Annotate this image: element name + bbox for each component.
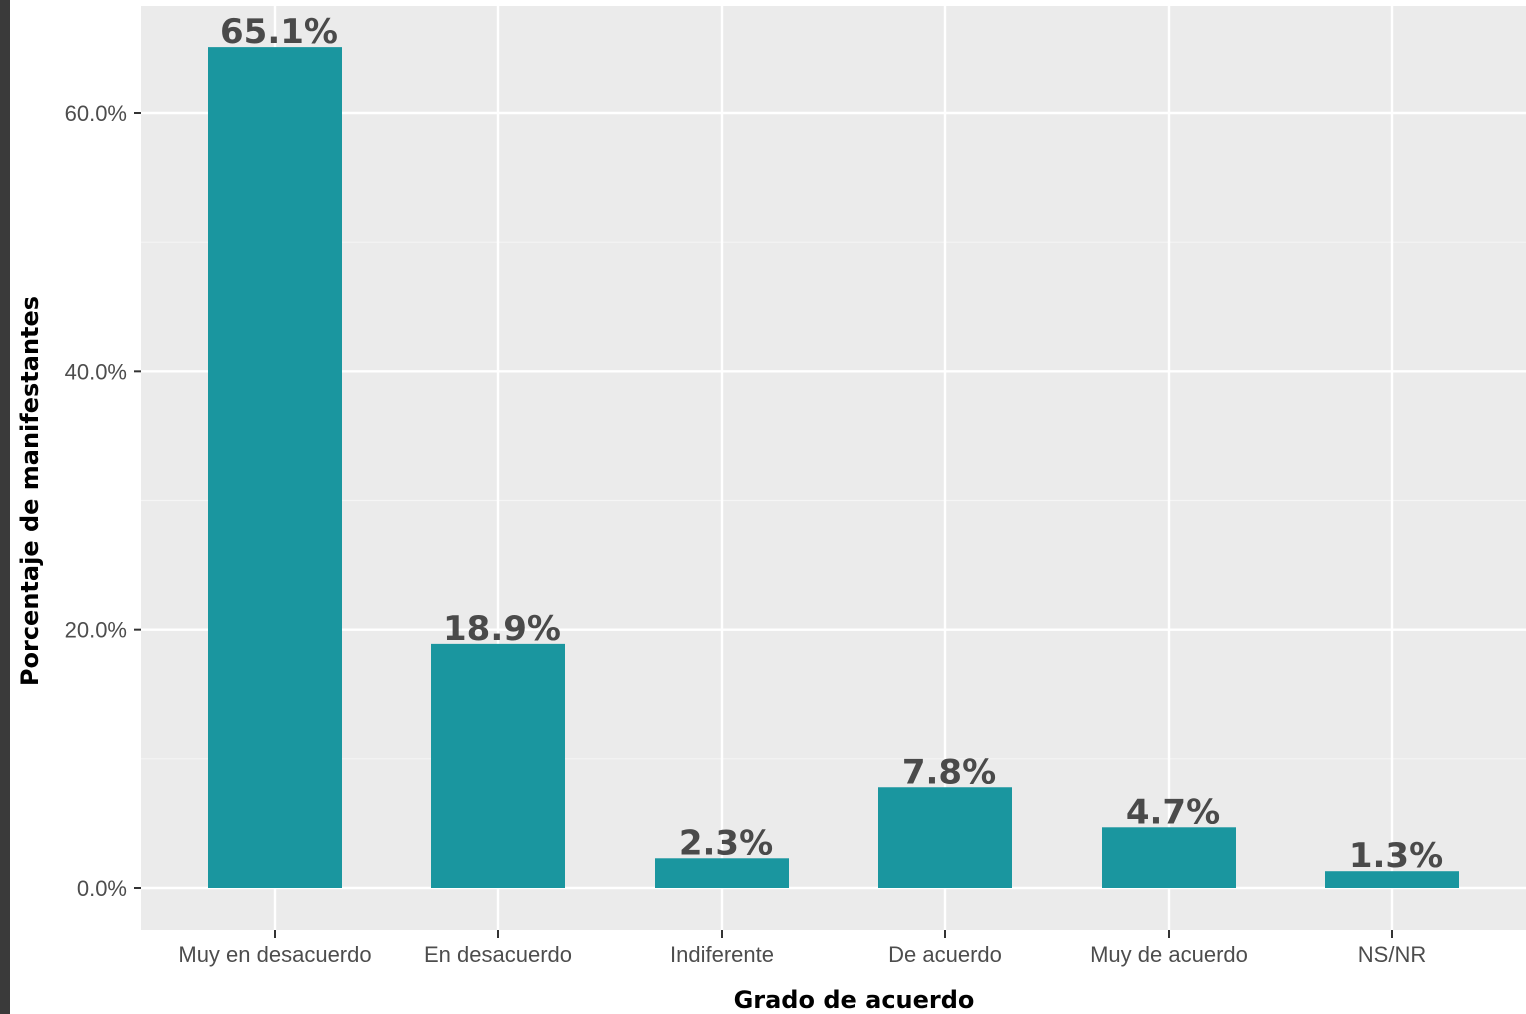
x-tick-label: En desacuerdo bbox=[424, 942, 572, 967]
left-edge-strip bbox=[0, 0, 10, 1014]
bar bbox=[208, 47, 342, 888]
x-tick-label: Muy de acuerdo bbox=[1090, 942, 1248, 967]
data-label: 65.1% bbox=[220, 12, 338, 52]
x-tick-label: Indiferente bbox=[670, 942, 774, 967]
bar bbox=[878, 787, 1012, 888]
data-label: 4.7% bbox=[1126, 792, 1220, 832]
bar bbox=[431, 643, 565, 888]
x-tick-label: NS/NR bbox=[1358, 942, 1426, 967]
minor-gridlines bbox=[141, 241, 1526, 760]
major-gridlines bbox=[141, 6, 1526, 930]
data-label: 1.3% bbox=[1349, 836, 1443, 876]
y-tick-label: 0.0% bbox=[77, 876, 127, 901]
y-tick-label: 40.0% bbox=[65, 359, 127, 384]
y-tick-label: 20.0% bbox=[65, 618, 127, 643]
y-tick-label: 60.0% bbox=[65, 101, 127, 126]
data-label: 2.3% bbox=[679, 823, 773, 863]
x-axis-title: Grado de acuerdo bbox=[734, 986, 975, 1014]
data-labels: 65.1% 18.9% 2.3% 7.8% 4.7% 1.3% bbox=[220, 12, 1443, 876]
x-tick-label: De acuerdo bbox=[888, 942, 1002, 967]
y-axis-title: Porcentaje de manifestantes bbox=[16, 296, 44, 686]
bars bbox=[208, 47, 1459, 888]
bar bbox=[655, 858, 789, 888]
x-axis: Muy en desacuerdo En desacuerdo Indiferent… bbox=[178, 930, 1426, 967]
y-axis: 0.0% 20.0% 40.0% 60.0% bbox=[65, 101, 141, 901]
data-label: 7.8% bbox=[902, 752, 996, 792]
data-label: 18.9% bbox=[443, 609, 561, 649]
bar bbox=[1325, 871, 1459, 888]
x-tick-label: Muy en desacuerdo bbox=[178, 942, 371, 967]
bar bbox=[1102, 827, 1236, 888]
plot-panel bbox=[141, 6, 1526, 930]
